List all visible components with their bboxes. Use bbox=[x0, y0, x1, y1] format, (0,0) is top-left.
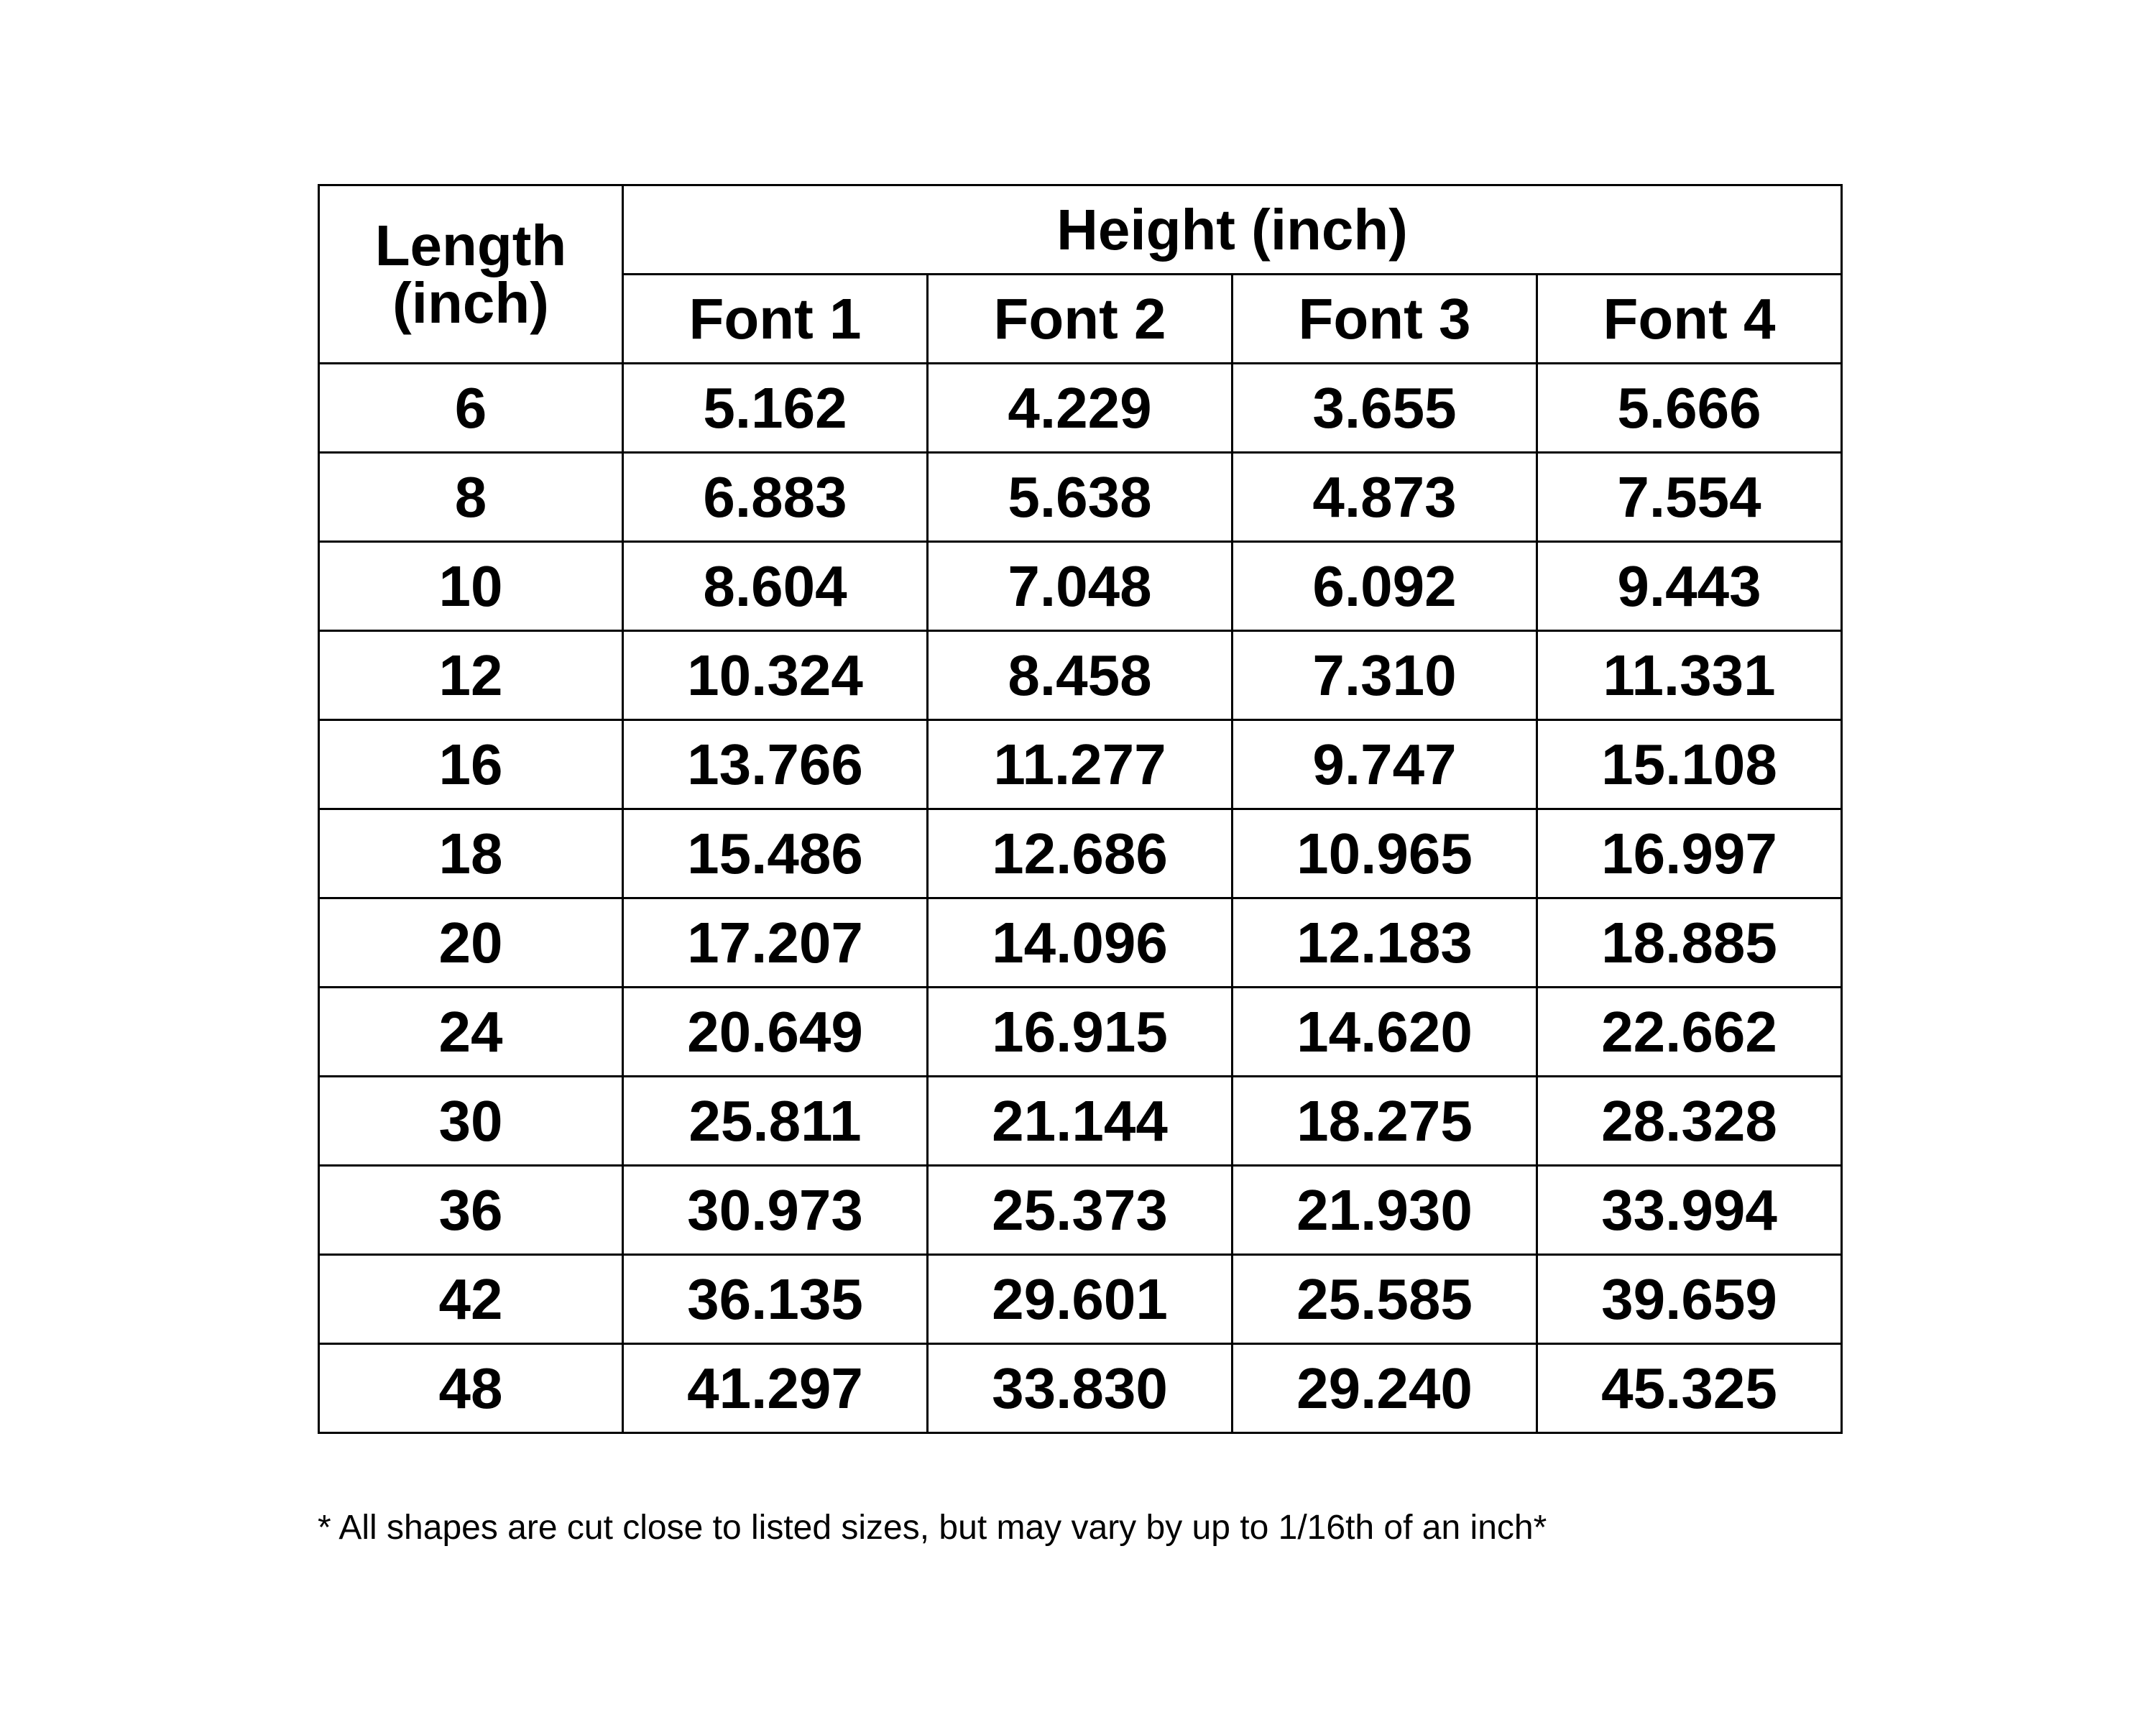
height-cell-font-2: 11.277 bbox=[926, 719, 1233, 810]
length-cell: 42 bbox=[318, 1254, 624, 1345]
height-cell-font-2: 4.229 bbox=[926, 362, 1233, 454]
height-cell-font-3: 7.310 bbox=[1231, 630, 1538, 721]
length-cell: 18 bbox=[318, 808, 624, 899]
height-cell-font-4: 22.662 bbox=[1536, 986, 1843, 1077]
height-cell-font-3: 9.747 bbox=[1231, 719, 1538, 810]
height-cell-font-2: 29.601 bbox=[926, 1254, 1233, 1345]
column-header-font-4: Font 4 bbox=[1536, 273, 1843, 364]
height-cell-font-4: 11.331 bbox=[1536, 630, 1843, 721]
height-cell-font-1: 15.486 bbox=[622, 808, 929, 899]
height-cell-font-2: 14.096 bbox=[926, 897, 1233, 988]
table-row: 10 8.604 7.048 6.092 9.443 bbox=[318, 540, 1843, 632]
height-cell-font-3: 25.585 bbox=[1231, 1254, 1538, 1345]
length-header-line1: Length bbox=[374, 213, 567, 277]
height-cell-font-1: 36.135 bbox=[622, 1254, 929, 1345]
table-row: 20 17.207 14.096 12.183 18.885 bbox=[318, 897, 1843, 988]
length-cell: 48 bbox=[318, 1343, 624, 1434]
column-header-font-3: Font 3 bbox=[1231, 273, 1538, 364]
column-header-font-2: Font 2 bbox=[926, 273, 1233, 364]
length-cell: 30 bbox=[318, 1075, 624, 1167]
height-cell-font-3: 6.092 bbox=[1231, 540, 1538, 632]
length-cell: 12 bbox=[318, 630, 624, 721]
height-cell-font-1: 8.604 bbox=[622, 540, 929, 632]
column-header-font-1: Font 1 bbox=[622, 273, 929, 364]
height-cell-font-4: 28.328 bbox=[1536, 1075, 1843, 1167]
table-row: 18 15.486 12.686 10.965 16.997 bbox=[318, 808, 1843, 899]
length-cell: 36 bbox=[318, 1164, 624, 1256]
height-cell-font-2: 25.373 bbox=[926, 1164, 1233, 1256]
height-cell-font-2: 12.686 bbox=[926, 808, 1233, 899]
height-group-header: Height (inch) bbox=[622, 184, 1843, 275]
length-header: Length (inch) bbox=[318, 184, 624, 364]
height-cell-font-4: 5.666 bbox=[1536, 362, 1843, 454]
height-cell-font-1: 30.973 bbox=[622, 1164, 929, 1256]
header-row-fonts: Font 1 Font 2 Font 3 Font 4 bbox=[319, 273, 1843, 364]
table-row: 8 6.883 5.638 4.873 7.554 bbox=[318, 451, 1843, 543]
height-cell-font-1: 17.207 bbox=[622, 897, 929, 988]
height-cell-font-2: 33.830 bbox=[926, 1343, 1233, 1434]
height-cell-font-1: 10.324 bbox=[622, 630, 929, 721]
height-cell-font-4: 9.443 bbox=[1536, 540, 1843, 632]
height-cell-font-2: 21.144 bbox=[926, 1075, 1233, 1167]
height-cell-font-1: 41.297 bbox=[622, 1343, 929, 1434]
height-cell-font-3: 3.655 bbox=[1231, 362, 1538, 454]
table-row: 30 25.811 21.144 18.275 28.328 bbox=[318, 1075, 1843, 1167]
height-cell-font-2: 7.048 bbox=[926, 540, 1233, 632]
length-cell: 10 bbox=[318, 540, 624, 632]
length-cell: 24 bbox=[318, 986, 624, 1077]
length-cell: 6 bbox=[318, 362, 624, 454]
table-row: 24 20.649 16.915 14.620 22.662 bbox=[318, 986, 1843, 1077]
table-row: 6 5.162 4.229 3.655 5.666 bbox=[318, 362, 1843, 454]
height-cell-font-4: 33.994 bbox=[1536, 1164, 1843, 1256]
table-row: 42 36.135 29.601 25.585 39.659 bbox=[318, 1254, 1843, 1345]
height-cell-font-4: 7.554 bbox=[1536, 451, 1843, 543]
height-cell-font-1: 13.766 bbox=[622, 719, 929, 810]
height-cell-font-3: 10.965 bbox=[1231, 808, 1538, 899]
height-cell-font-2: 5.638 bbox=[926, 451, 1233, 543]
height-cell-font-3: 12.183 bbox=[1231, 897, 1538, 988]
height-cell-font-3: 18.275 bbox=[1231, 1075, 1538, 1167]
table-row: 12 10.324 8.458 7.310 11.331 bbox=[318, 630, 1843, 721]
length-cell: 20 bbox=[318, 897, 624, 988]
height-cell-font-4: 18.885 bbox=[1536, 897, 1843, 988]
header-row-group: Length (inch) Height (inch) bbox=[318, 184, 1843, 364]
length-cell: 16 bbox=[318, 719, 624, 810]
height-cell-font-3: 21.930 bbox=[1231, 1164, 1538, 1256]
height-cell-font-3: 29.240 bbox=[1231, 1343, 1538, 1434]
height-cell-font-1: 6.883 bbox=[622, 451, 929, 543]
table-row: 48 41.297 33.830 29.240 45.325 bbox=[318, 1343, 1843, 1434]
height-cell-font-4: 15.108 bbox=[1536, 719, 1843, 810]
height-cell-font-2: 16.915 bbox=[926, 986, 1233, 1077]
length-cell: 8 bbox=[318, 451, 624, 543]
table-body: 6 5.162 4.229 3.655 5.666 8 6.883 5.638 4.873 7.5… bbox=[318, 362, 1843, 1434]
height-cell-font-4: 39.659 bbox=[1536, 1254, 1843, 1345]
table-row: 16 13.766 11.277 9.747 15.108 bbox=[318, 719, 1843, 810]
size-table: Length (inch) Height (inch) Font 1 Font … bbox=[318, 184, 1843, 1434]
height-cell-font-1: 20.649 bbox=[622, 986, 929, 1077]
height-cell-font-3: 14.620 bbox=[1231, 986, 1538, 1077]
footnote: * All shapes are cut close to listed siz… bbox=[318, 1509, 1547, 1547]
height-cell-font-4: 16.997 bbox=[1536, 808, 1843, 899]
height-cell-font-4: 45.325 bbox=[1536, 1343, 1843, 1434]
length-header-line2: (inch) bbox=[392, 270, 549, 335]
height-cell-font-2: 8.458 bbox=[926, 630, 1233, 721]
height-cell-font-1: 25.811 bbox=[622, 1075, 929, 1167]
height-cell-font-3: 4.873 bbox=[1231, 451, 1538, 543]
table-row: 36 30.973 25.373 21.930 33.994 bbox=[318, 1164, 1843, 1256]
height-cell-font-1: 5.162 bbox=[622, 362, 929, 454]
